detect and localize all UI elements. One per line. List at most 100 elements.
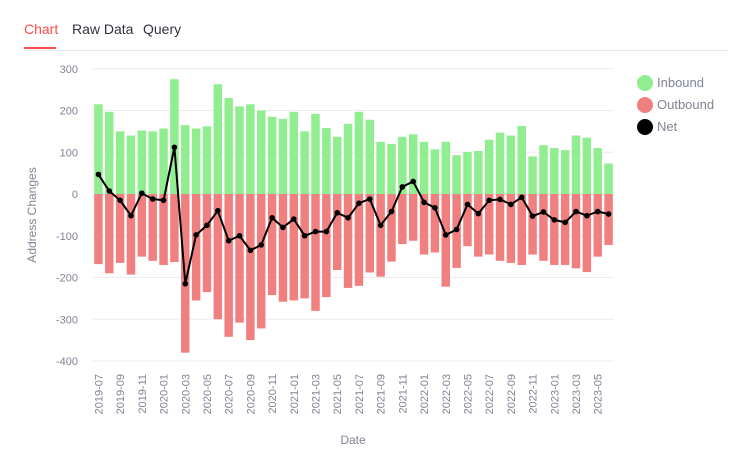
net-point	[128, 212, 134, 219]
net-point	[139, 190, 145, 196]
inbound-bar	[408, 134, 418, 194]
net-point	[149, 196, 156, 202]
net-point	[605, 211, 612, 217]
x-tick-label: 2020-11	[267, 374, 279, 414]
inbound-bar	[115, 131, 125, 194]
net-point	[594, 208, 601, 215]
outbound-bar	[571, 194, 581, 269]
outbound-bar	[202, 194, 212, 293]
outbound-bar	[94, 194, 103, 265]
outbound-bar	[474, 194, 483, 257]
y-tick-label: 300	[60, 64, 78, 76]
outbound-bar	[430, 194, 440, 253]
inbound-bar	[202, 126, 212, 194]
net-point	[171, 144, 178, 151]
net-point	[193, 232, 199, 238]
outbound-bar	[115, 194, 125, 263]
net-point	[410, 178, 416, 185]
outbound-bar	[463, 194, 472, 247]
inbound-bars	[94, 79, 613, 194]
inbound-bar	[159, 128, 168, 194]
outbound-bar	[224, 194, 233, 337]
x-tick-label: 2020-01	[159, 374, 171, 414]
net-point	[269, 214, 275, 221]
net-point	[497, 196, 503, 203]
legend-label-outbound: Outbound	[657, 97, 715, 112]
inbound-bar	[105, 111, 114, 194]
net-point	[377, 222, 384, 229]
outbound-bar	[191, 194, 201, 301]
x-tick-label: 2020-07	[224, 374, 236, 414]
net-point	[518, 194, 525, 201]
net-point	[540, 209, 547, 215]
inbound-bar	[137, 130, 147, 194]
inbound-bar	[506, 135, 516, 194]
inbound-bar	[300, 131, 309, 194]
outbound-bar	[517, 194, 526, 265]
outbound-bar	[582, 194, 592, 273]
net-point	[236, 232, 243, 239]
inbound-bar	[560, 150, 570, 194]
inbound-bar	[148, 131, 157, 194]
x-tick-label: 2021-09	[376, 374, 388, 414]
outbound-bars	[94, 194, 613, 353]
outbound-bar	[170, 194, 179, 263]
inbound-bar	[126, 135, 136, 194]
inbound-bar	[311, 113, 320, 194]
inbound-bar	[474, 150, 483, 194]
outbound-bar	[354, 194, 364, 286]
outbound-bar	[419, 194, 429, 255]
inbound-bar	[354, 111, 364, 194]
x-tick-label: 2020-05	[202, 374, 214, 414]
net-point	[247, 247, 254, 254]
inbound-bar	[550, 148, 559, 194]
x-tick-label: 2022-07	[484, 374, 496, 414]
inbound-bar	[387, 143, 396, 194]
net-point	[225, 237, 232, 244]
tab-query[interactable]: Query	[143, 21, 182, 37]
net-point	[345, 214, 351, 221]
legend-label-inbound: Inbound	[657, 75, 704, 90]
outbound-bar	[593, 194, 602, 257]
inbound-bar	[322, 128, 331, 194]
net-point	[388, 208, 395, 215]
inbound-bar	[213, 84, 223, 194]
net-point	[573, 208, 579, 215]
tab-chart[interactable]: Chart	[24, 21, 59, 37]
outbound-bar	[332, 194, 342, 270]
inbound-bar	[191, 128, 201, 194]
outbound-bar	[398, 194, 407, 245]
net-point	[551, 217, 558, 223]
x-tick-label: 2021-03	[311, 374, 323, 414]
x-axis-title: Date	[340, 433, 366, 447]
net-point	[160, 197, 167, 204]
inbound-bar	[170, 79, 179, 194]
inbound-bar	[604, 163, 613, 194]
outbound-bar	[376, 194, 385, 277]
outbound-bar	[159, 194, 168, 265]
y-tick-label: -200	[56, 273, 78, 285]
y-axis-title: Address Changes	[25, 167, 39, 262]
outbound-bar	[365, 194, 375, 273]
x-tick-label: 2022-05	[462, 374, 474, 414]
tab-bar: Chart Raw Data Query	[24, 0, 728, 51]
outbound-bar	[560, 194, 570, 265]
net-point	[334, 209, 341, 216]
net-point	[258, 242, 265, 248]
outbound-bar	[300, 194, 309, 299]
outbound-bar	[539, 194, 548, 261]
inbound-bar	[278, 118, 288, 194]
tab-raw-data[interactable]: Raw Data	[72, 21, 134, 37]
y-tick-label: 100	[60, 147, 78, 159]
outbound-bar	[441, 194, 450, 287]
outbound-bar	[257, 194, 266, 329]
x-tick-label: 2021-05	[332, 374, 344, 414]
inbound-bar	[441, 141, 450, 194]
outbound-bar	[484, 194, 494, 255]
net-point	[312, 228, 319, 235]
inbound-bar	[267, 116, 277, 194]
outbound-bar	[387, 194, 396, 262]
net-point	[464, 201, 471, 208]
x-tick-label: 2022-03	[441, 374, 453, 414]
